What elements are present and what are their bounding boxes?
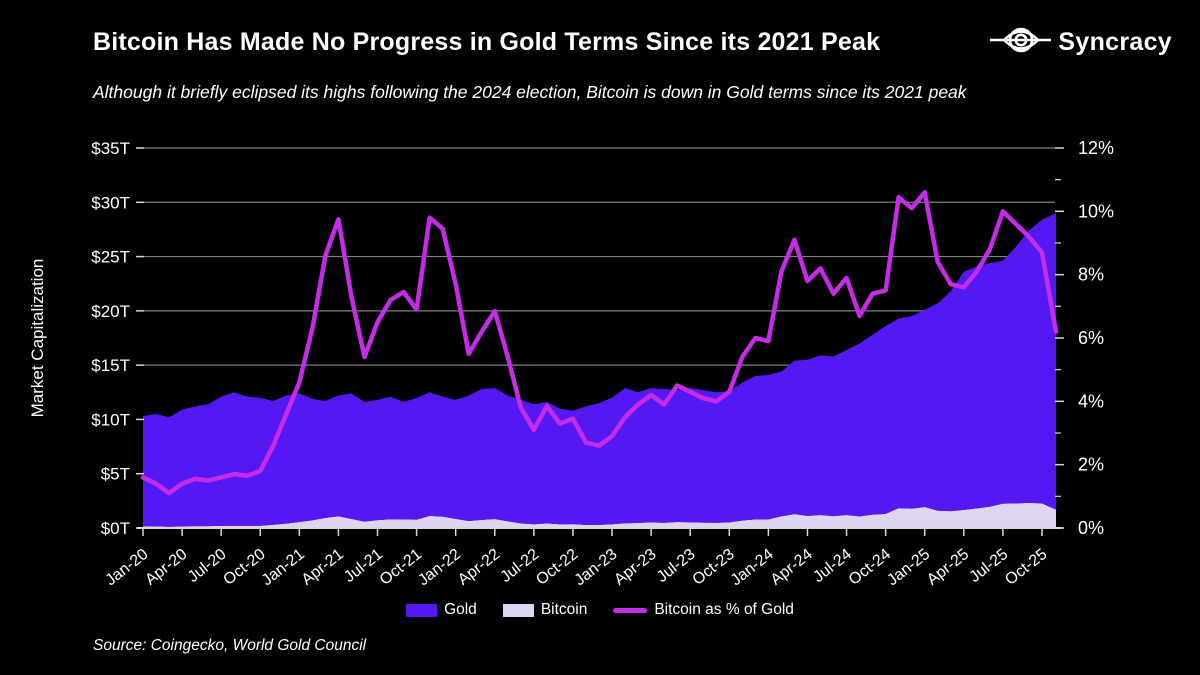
x-tick-label: Jan-24 bbox=[728, 546, 777, 590]
x-tick-label: Apr-23 bbox=[611, 546, 659, 589]
y-left-tick-label: $15T bbox=[91, 356, 130, 375]
x-tick-label: Apr-20 bbox=[142, 546, 190, 589]
y-right-tick-label: 4% bbox=[1078, 391, 1104, 411]
legend: Gold Bitcoin Bitcoin as % of Gold bbox=[0, 601, 1200, 619]
legend-item-bitcoin: Bitcoin bbox=[502, 601, 588, 619]
brand-logo: Syncracy bbox=[990, 22, 1172, 63]
y-left-tick-label: $0T bbox=[101, 519, 130, 538]
pct-line-swatch bbox=[613, 607, 648, 613]
gold-area bbox=[143, 213, 1056, 527]
x-tick-label: Oct-20 bbox=[220, 546, 268, 589]
x-tick-label: Apr-25 bbox=[924, 546, 972, 589]
x-tick-label: Oct-24 bbox=[846, 546, 894, 589]
legend-label-gold: Gold bbox=[444, 601, 477, 618]
x-tick-label: Jan-22 bbox=[415, 546, 464, 590]
x-tick-label: Apr-24 bbox=[768, 546, 816, 589]
pct-line bbox=[140, 190, 1059, 496]
legend-label-bitcoin: Bitcoin bbox=[540, 601, 588, 618]
x-tick-label: Jan-20 bbox=[102, 546, 151, 590]
x-tick-label: Oct-23 bbox=[689, 546, 737, 589]
y-right-tick-label: 0% bbox=[1078, 518, 1104, 538]
x-tick-label: Oct-21 bbox=[377, 546, 425, 589]
syncracy-eye-icon bbox=[990, 22, 1052, 63]
y-left-tick-label: $5T bbox=[101, 465, 130, 484]
source-note: Source: Coingecko, World Gold Council bbox=[93, 637, 367, 654]
legend-label-pct: Bitcoin as % of Gold bbox=[654, 601, 794, 618]
y-right-tick-label: 6% bbox=[1078, 328, 1104, 348]
x-tick-label: Apr-22 bbox=[455, 546, 503, 589]
y-left-tick-label: $35T bbox=[91, 139, 130, 158]
x-tick-label: Jan-23 bbox=[571, 546, 620, 590]
x-tick-label: Oct-25 bbox=[1002, 546, 1050, 589]
y-left-tick-label: $10T bbox=[91, 410, 130, 429]
y-left-tick-label: $25T bbox=[91, 248, 130, 267]
legend-item-pct: Bitcoin as % of Gold bbox=[613, 601, 794, 619]
bitcoin-area bbox=[143, 502, 1056, 528]
page-subtitle: Although it briefly eclipsed its highs f… bbox=[93, 82, 967, 102]
x-tick-label: Oct-22 bbox=[533, 546, 581, 589]
page-title: Bitcoin Has Made No Progress in Gold Ter… bbox=[93, 28, 881, 56]
bitcoin-swatch bbox=[502, 603, 534, 617]
y-left-tick-label: $30T bbox=[91, 193, 130, 212]
x-tick-label: Jan-25 bbox=[884, 546, 933, 590]
x-tick-label: Jan-21 bbox=[259, 546, 308, 590]
y-right-tick-label: 10% bbox=[1078, 201, 1114, 221]
brand-name: Syncracy bbox=[1058, 28, 1172, 56]
y-right-tick-label: 8% bbox=[1078, 265, 1104, 285]
y-left-tick-label: $20T bbox=[91, 302, 130, 321]
legend-item-gold: Gold bbox=[406, 601, 477, 619]
gold-swatch bbox=[406, 603, 438, 617]
y-right-tick-label: 12% bbox=[1078, 138, 1114, 158]
x-tick-label: Apr-21 bbox=[299, 546, 347, 589]
y-right-tick-label: 2% bbox=[1078, 455, 1104, 475]
